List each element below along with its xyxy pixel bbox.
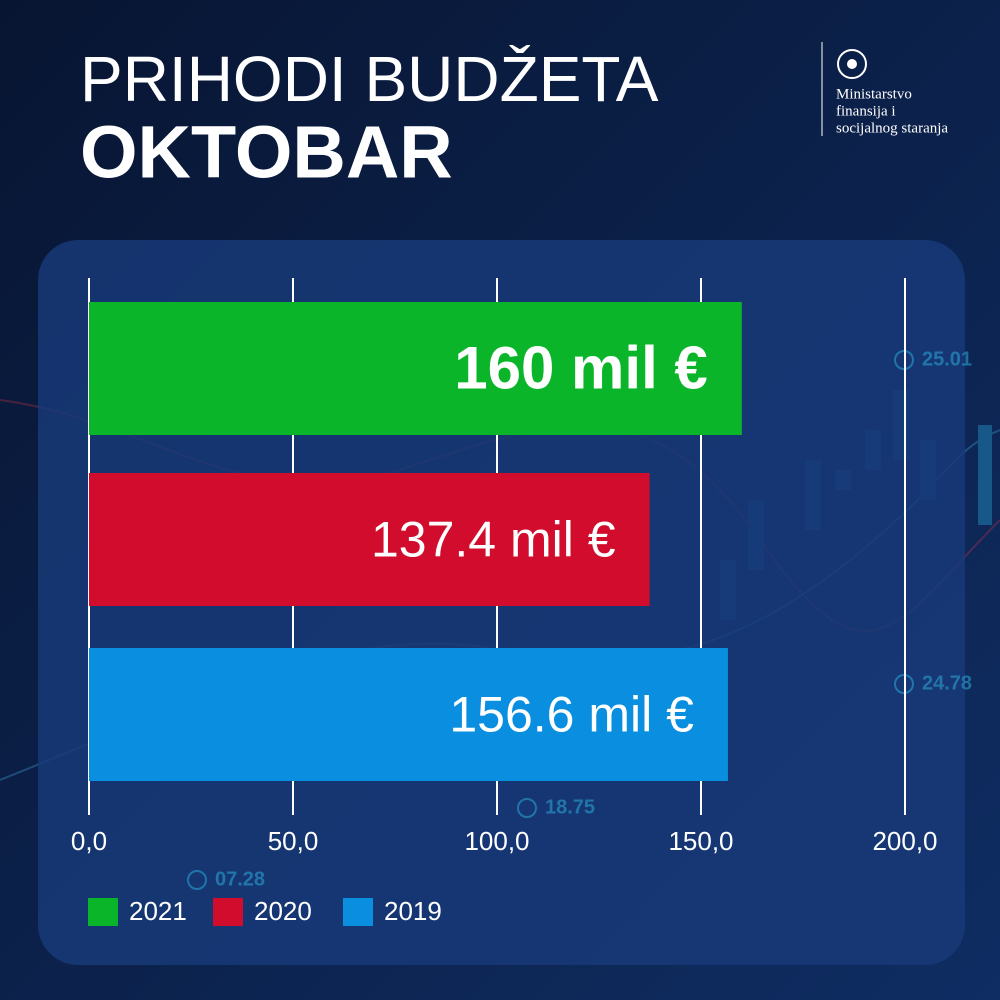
x-tick-label: 200,0	[872, 826, 937, 856]
bar	[89, 648, 728, 781]
x-tick-label: 100,0	[464, 826, 529, 856]
x-tick-label: 150,0	[668, 826, 733, 856]
logo-emblem	[837, 49, 867, 79]
background-label: 25.01	[922, 348, 972, 370]
value-label: 160 mil €	[454, 334, 708, 401]
background-label: 07.28	[215, 868, 265, 890]
bar	[89, 302, 742, 435]
logo-text: Ministarstvo	[836, 86, 912, 102]
background-marker	[187, 870, 207, 890]
legend-label: 2020	[254, 896, 312, 926]
x-tick-label: 0,0	[71, 826, 107, 856]
logo-text: finansija i	[836, 103, 896, 119]
chart-title: PRIHODI BUDŽETA	[80, 43, 659, 115]
background-marker	[517, 798, 537, 818]
value-label: 137.4 mil €	[371, 512, 616, 568]
legend-swatch	[213, 898, 243, 926]
x-tick-label: 50,0	[268, 826, 319, 856]
background-label: 24.78	[922, 672, 972, 694]
legend-label: 2019	[384, 896, 442, 926]
legend-label: 2021	[129, 896, 187, 926]
value-label: 156.6 mil €	[449, 687, 694, 743]
background-label: 18.75	[545, 796, 595, 818]
legend-swatch	[343, 898, 373, 926]
chart-subtitle: OKTOBAR	[80, 111, 453, 194]
legend-swatch	[88, 898, 118, 926]
logo-text: socijalnog staranja	[836, 120, 948, 136]
bar	[89, 473, 650, 606]
